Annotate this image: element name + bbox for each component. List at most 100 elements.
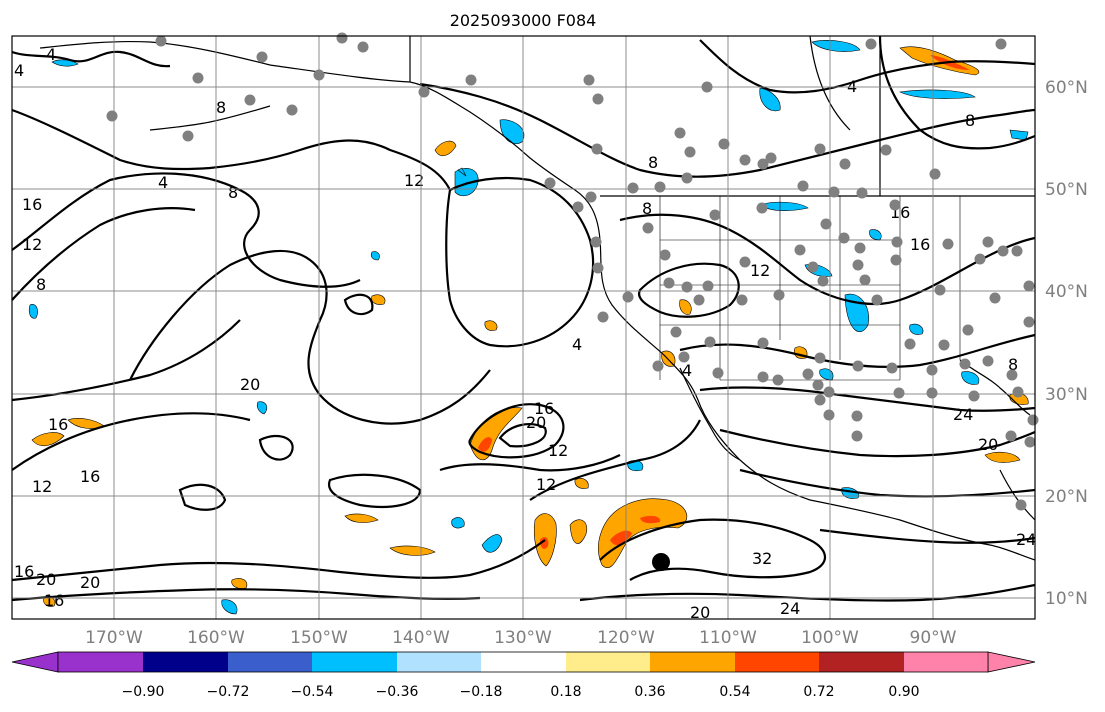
- station-dot: [1006, 369, 1018, 381]
- contour-label: 4: [158, 173, 168, 192]
- station-dot: [814, 352, 826, 364]
- colorbar-segment: [312, 652, 397, 672]
- contour-label: 16: [80, 467, 100, 486]
- station-dot: [974, 253, 986, 265]
- station-dot: [1015, 499, 1027, 511]
- lat-label: 60°N: [1045, 78, 1088, 98]
- station-dot: [797, 180, 809, 192]
- contour-label: 24: [953, 405, 973, 424]
- station-dot: [670, 326, 682, 338]
- station-dot: [989, 292, 1001, 304]
- station-dot: [891, 236, 903, 248]
- colorbar-tick-label: 0.72: [803, 684, 834, 700]
- station-dot: [852, 259, 864, 271]
- contour-label: 4: [14, 61, 24, 80]
- station-dot: [674, 127, 686, 139]
- station-dot: [814, 394, 826, 406]
- contour-label: 24: [780, 599, 800, 618]
- station-dot: [772, 374, 784, 386]
- colorbar-tick-labels: −0.90 −0.72 −0.54 −0.36 −0.18 0.18 0.36 …: [122, 684, 920, 700]
- station-dot: [942, 238, 954, 250]
- station-dot: [934, 284, 946, 296]
- colorbar: −0.90 −0.72 −0.54 −0.36 −0.18 0.18 0.36 …: [11, 651, 1036, 700]
- map-title: 2025093000 F084: [450, 11, 597, 30]
- colorbar-segment: [819, 652, 904, 672]
- colorbar-segment: [904, 652, 988, 672]
- station-dot: [592, 262, 604, 274]
- station-dot: [712, 367, 724, 379]
- colorbar-tick-label: 0.18: [550, 684, 581, 700]
- contour-label: 20: [80, 573, 100, 592]
- station-dot: [336, 32, 348, 44]
- latitude-labels: 60°N 50°N 40°N 30°N 20°N 10°N: [1045, 78, 1088, 609]
- station-dot: [418, 86, 430, 98]
- lon-label: 100°W: [801, 628, 859, 648]
- station-dot: [465, 74, 477, 86]
- station-dot: [893, 387, 905, 399]
- station-dot: [1023, 280, 1035, 292]
- station-dot: [926, 387, 938, 399]
- station-dot: [244, 94, 256, 106]
- contour-labels: 4 4 8 4 8 16 12 8 12 4 8 8 16 12 4 8 20 …: [14, 45, 1036, 622]
- contour-label: 12: [32, 477, 52, 496]
- station-dot: [838, 232, 850, 244]
- contour-label: 12: [750, 261, 770, 280]
- station-dot: [678, 351, 690, 363]
- station-dot: [1027, 414, 1039, 426]
- station-dot: [702, 280, 714, 292]
- contour-label: 8: [228, 183, 238, 202]
- colorbar-outline: [57, 651, 989, 673]
- station-dot: [802, 368, 814, 380]
- lon-label: 150°W: [290, 628, 348, 648]
- colorbar-tick-label: −0.36: [376, 684, 419, 700]
- colorbar-right-extension: [987, 651, 1036, 673]
- station-dot: [890, 254, 902, 266]
- lat-label: 20°N: [1045, 487, 1088, 507]
- station-dot: [627, 182, 639, 194]
- station-dot: [652, 360, 664, 372]
- station-dot: [1012, 386, 1024, 398]
- station-dot: [757, 158, 769, 170]
- station-dot: [823, 409, 835, 421]
- colorbar-segment: [735, 652, 819, 672]
- station-dot: [839, 158, 851, 170]
- station-dot: [756, 202, 768, 214]
- state-borders: [659, 196, 961, 381]
- station-dot: [859, 274, 871, 286]
- station-dot: [757, 371, 769, 383]
- contour-label: 8: [965, 111, 975, 130]
- station-dot: [585, 191, 597, 203]
- station-dot: [773, 289, 785, 301]
- station-dot: [852, 360, 864, 372]
- colorbar-segment: [397, 652, 481, 672]
- lon-label: 120°W: [597, 628, 655, 648]
- contour-label: 16: [14, 562, 34, 581]
- station-dot: [880, 144, 892, 156]
- station-dot: [812, 379, 824, 391]
- colorbar-left-extension: [11, 651, 59, 673]
- station-dot: [962, 324, 974, 336]
- lon-label: 140°W: [392, 628, 450, 648]
- contour-label: 8: [1008, 355, 1018, 374]
- lat-label: 50°N: [1045, 180, 1088, 200]
- contour-label: 20: [240, 375, 260, 394]
- contour-label: 12: [536, 475, 556, 494]
- station-dot: [968, 390, 980, 402]
- station-dot: [871, 294, 883, 306]
- station-dot: [851, 410, 863, 422]
- station-dot: [684, 146, 696, 158]
- contour-label: 20: [526, 413, 546, 432]
- station-dot: [622, 291, 634, 303]
- contour-label: 8: [216, 98, 226, 117]
- station-dot: [886, 362, 898, 374]
- colorbar-segment: [143, 652, 228, 672]
- colorbar-segment: [481, 652, 566, 672]
- station-dot: [889, 199, 901, 211]
- station-dot: [256, 51, 268, 63]
- station-dot: [757, 337, 769, 349]
- lon-label: 160°W: [187, 628, 245, 648]
- station-dot: [807, 261, 819, 273]
- map-panel: 4 4 8 4 8 16 12 8 12 4 8 8 16 12 4 8 20 …: [11, 32, 1039, 622]
- station-dot: [739, 256, 751, 268]
- contour-label: 32: [752, 549, 772, 568]
